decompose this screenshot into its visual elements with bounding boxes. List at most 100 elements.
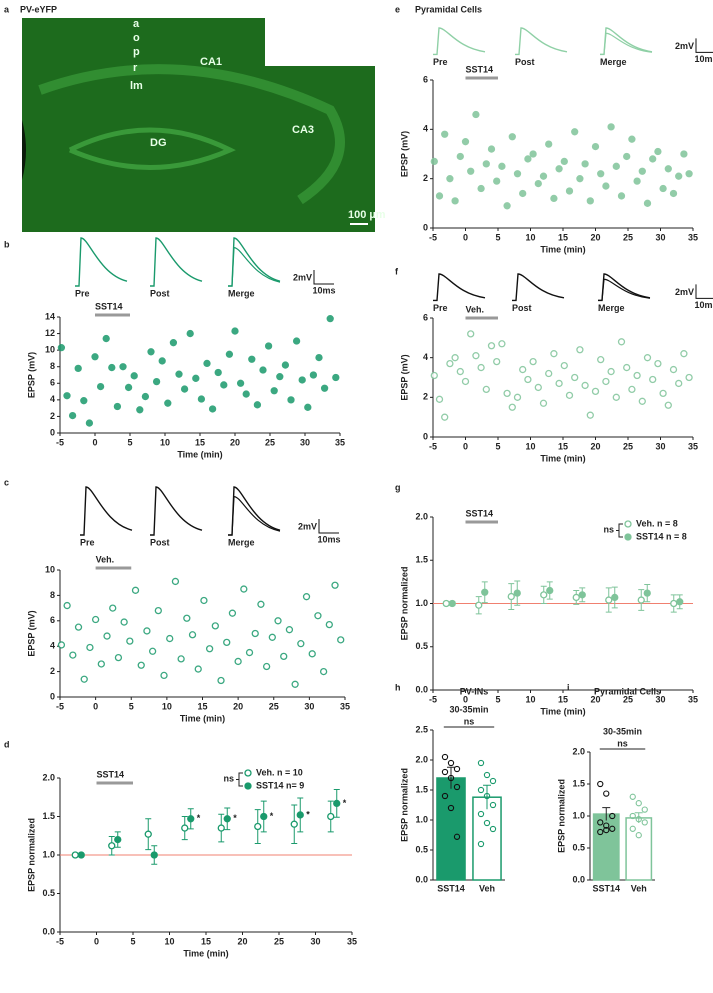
data-point — [597, 780, 604, 788]
data-point — [603, 790, 610, 797]
y-tick-label: 0 — [423, 431, 428, 441]
legend-label: Veh. n = 10 — [256, 767, 303, 777]
data-point — [164, 399, 172, 407]
significance-marker: * — [306, 809, 310, 819]
data-point — [555, 165, 563, 173]
data-point — [126, 637, 134, 645]
data-point — [534, 383, 542, 392]
image-title: PV-eYFP — [20, 4, 57, 14]
data-point — [628, 385, 636, 394]
x-tick-label: 5 — [495, 232, 500, 242]
trace-label: Pre — [433, 303, 448, 313]
trace — [598, 273, 651, 302]
data-point — [477, 759, 485, 767]
data-point — [109, 604, 117, 612]
micrograph-layer — [38, 64, 345, 205]
data-point — [472, 110, 480, 119]
data-point — [680, 350, 688, 358]
x-tick-label: 0 — [94, 936, 99, 946]
data-point — [508, 403, 516, 411]
data-point — [629, 812, 636, 820]
trace — [228, 246, 281, 287]
data-point — [477, 810, 485, 818]
trace-label: Merge — [228, 537, 255, 547]
x-tick-label: 20 — [230, 437, 240, 447]
y-tick-label: 1.5 — [415, 784, 428, 794]
data-point — [545, 140, 553, 148]
data-point — [208, 405, 217, 413]
data-point — [571, 373, 579, 382]
drug-label: SST14 — [97, 769, 125, 779]
data-point — [200, 596, 208, 605]
data-point — [280, 652, 288, 661]
data-point — [503, 202, 511, 210]
data-point — [319, 667, 328, 676]
trace — [228, 486, 281, 536]
data-point — [274, 617, 282, 625]
data-point — [254, 822, 262, 831]
panel-label: e — [395, 4, 400, 14]
significance-marker: * — [233, 813, 237, 823]
data-point — [181, 824, 189, 832]
significance-label: ns — [617, 738, 628, 748]
data-point — [74, 364, 82, 373]
data-point — [180, 385, 189, 393]
data-point — [276, 373, 284, 381]
image-label: CA1 — [200, 56, 222, 68]
y-tick-label: 0 — [50, 691, 55, 701]
data-point — [670, 599, 678, 608]
drug-label: Veh. — [96, 554, 115, 564]
data-point — [591, 387, 600, 396]
x-tick-label: -5 — [429, 441, 437, 451]
panel-label: g — [395, 482, 401, 492]
data-point — [304, 403, 312, 411]
x-tick-label: -5 — [429, 232, 437, 242]
data-point — [529, 150, 537, 158]
trace-label: Post — [150, 537, 170, 547]
data-point — [498, 162, 506, 170]
data-point — [477, 184, 485, 193]
legend-bracket — [236, 772, 243, 787]
x-tick-label: 25 — [265, 437, 275, 447]
data-point — [607, 367, 615, 376]
x-axis-title: Time (min) — [180, 713, 225, 723]
y-axis-title: EPSP normalized — [399, 768, 409, 842]
data-point — [453, 783, 461, 791]
data-point — [654, 359, 662, 368]
y-tick-label: 0.0 — [415, 684, 428, 694]
trace — [228, 237, 281, 287]
data-point — [143, 627, 151, 635]
data-point — [228, 609, 237, 617]
legend-label: Veh. n = 8 — [636, 518, 678, 528]
x-tick-label: 15 — [558, 232, 568, 242]
data-point — [448, 599, 456, 608]
data-point — [602, 377, 610, 386]
x-tick-label: Veh — [631, 883, 647, 893]
significance-label: ns — [464, 716, 475, 726]
data-point — [137, 661, 145, 669]
data-point — [635, 816, 642, 823]
x-tick-label: 10 — [162, 701, 172, 711]
data-point — [617, 338, 626, 346]
data-point — [242, 390, 250, 398]
data-point — [447, 804, 455, 812]
error-bar — [447, 766, 455, 789]
data-point — [57, 344, 66, 352]
y-tick-label: 8 — [50, 590, 55, 600]
image-label: DG — [150, 137, 167, 149]
data-point — [234, 657, 242, 666]
data-point — [337, 636, 345, 644]
y-axis-title: EPSP (mV) — [26, 352, 36, 398]
data-point — [308, 650, 316, 658]
x-tick-label: 0 — [463, 441, 468, 451]
data-point — [628, 135, 636, 143]
significance-marker: * — [343, 798, 347, 808]
data-point — [171, 577, 180, 586]
trace-label: Post — [150, 288, 170, 298]
data-point — [643, 199, 652, 207]
data-point — [467, 330, 475, 338]
y-tick-label: 1.5 — [415, 555, 428, 565]
data-point — [309, 371, 318, 379]
y-tick-label: 0.5 — [415, 844, 428, 854]
data-point — [472, 352, 480, 360]
